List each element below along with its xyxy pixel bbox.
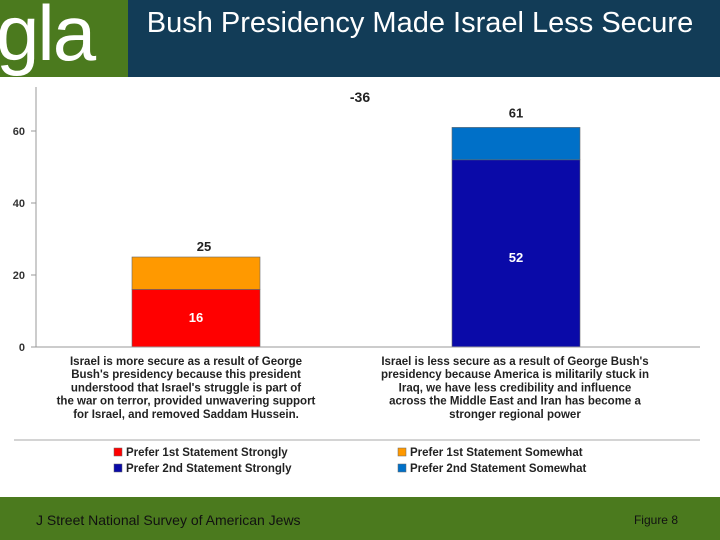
slide-title: Bush Presidency Made Israel Less Secure bbox=[146, 7, 694, 39]
legend-label: Prefer 1st Statement Somewhat bbox=[410, 447, 583, 459]
footer-source: J Street National Survey of American Jew… bbox=[36, 512, 301, 528]
category-label: Israel is less secure as a result of Geo… bbox=[381, 356, 649, 421]
legend-swatch bbox=[113, 447, 123, 457]
segment-value-label: 52 bbox=[509, 250, 523, 265]
legend-label: Prefer 2nd Statement Somewhat bbox=[410, 463, 587, 475]
bar-segment bbox=[451, 127, 581, 161]
net-difference-label: -36 bbox=[350, 89, 370, 105]
legend-label: Prefer 1st Statement Strongly bbox=[126, 447, 288, 459]
category-label: Israel is more secure as a result of Geo… bbox=[57, 356, 316, 421]
bar-total-label: 61 bbox=[509, 105, 523, 120]
gla-logo: gla bbox=[0, 0, 128, 77]
stacked-bar-chart: 0 20 40 60 16 52 25 61 -36 Israel is more secure … bbox=[13, 87, 700, 475]
y-tick-label: 0 bbox=[19, 342, 25, 354]
bar-segment bbox=[131, 289, 261, 348]
bar-total-label: 25 bbox=[197, 239, 211, 254]
y-tick-label: 40 bbox=[13, 198, 25, 210]
footer-bar: J Street National Survey of American Jew… bbox=[0, 497, 720, 540]
bar-segment bbox=[451, 159, 581, 348]
legend-swatch bbox=[397, 447, 407, 457]
legend-label: Prefer 2nd Statement Strongly bbox=[126, 463, 292, 475]
header-bar: gla Bush Presidency Made Israel Less Sec… bbox=[0, 0, 720, 77]
y-tick-label: 60 bbox=[13, 126, 25, 138]
bar-segment bbox=[131, 256, 261, 290]
legend-swatch bbox=[397, 463, 407, 473]
logo-text: gla bbox=[0, 0, 96, 77]
legend-swatch bbox=[113, 463, 123, 473]
y-tick-label: 20 bbox=[13, 270, 25, 282]
segment-value-label: 16 bbox=[189, 310, 203, 325]
figure-number: Figure 8 bbox=[633, 513, 678, 527]
